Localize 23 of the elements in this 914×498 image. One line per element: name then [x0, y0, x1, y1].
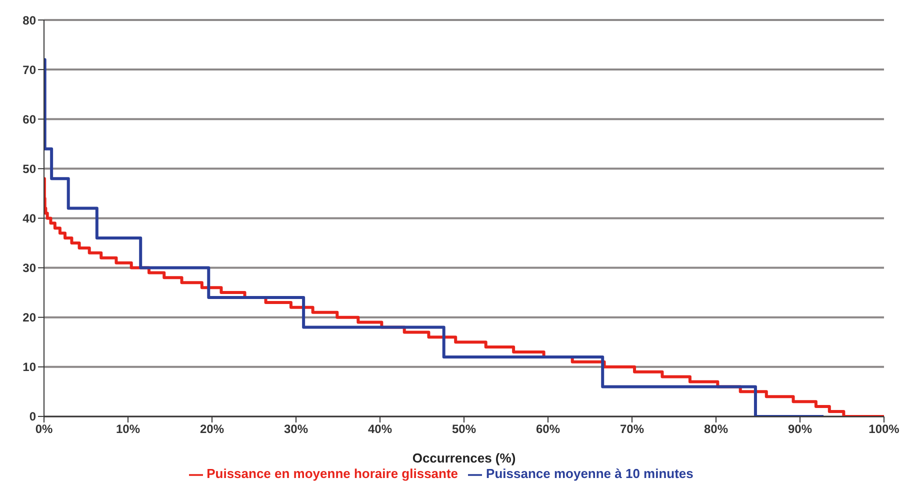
- x-tick-label: 60%: [536, 422, 560, 436]
- x-tick-label: 50%: [452, 422, 476, 436]
- x-tick-label: 80%: [704, 422, 728, 436]
- legend-label: Puissance en moyenne horaire glissante: [206, 466, 458, 482]
- y-tick-label: 70: [22, 62, 36, 77]
- y-tick-label: 10: [22, 360, 36, 374]
- x-axis-title: Occurrences (%): [412, 450, 516, 466]
- x-tick-label: 20%: [200, 422, 224, 436]
- x-tick-label: 70%: [620, 422, 644, 436]
- x-tick-label: 0%: [35, 422, 53, 436]
- y-tick-label: 20: [22, 310, 36, 325]
- legend-label: Puissance moyenne à 10 minutes: [486, 466, 694, 482]
- y-tick-label: 80: [22, 13, 36, 28]
- y-tick-label: 0: [29, 410, 36, 424]
- x-tick-label: 100%: [868, 422, 900, 436]
- x-tick-label: 30%: [284, 422, 308, 436]
- y-tick-label: 30: [22, 261, 36, 276]
- x-tick-label: 10%: [116, 422, 140, 436]
- y-tick-label: 50: [22, 162, 36, 176]
- x-tick-label: 90%: [788, 422, 812, 436]
- x-tick-label: 40%: [368, 422, 392, 436]
- y-tick-label: 60: [22, 112, 36, 126]
- y-tick-label: 40: [22, 211, 36, 226]
